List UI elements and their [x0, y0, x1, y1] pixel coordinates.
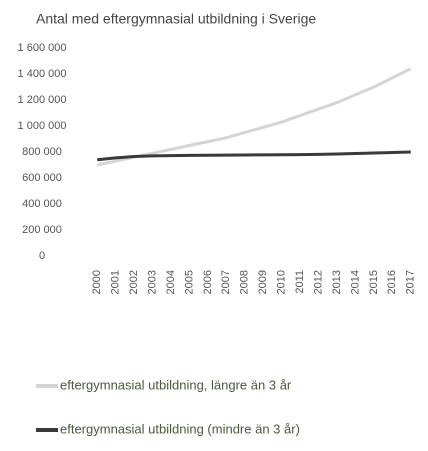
x-tick-label: 2006: [202, 270, 214, 294]
x-tick-label: 2011: [294, 270, 306, 294]
series-line: [96, 67, 412, 167]
x-tick-label: 2004: [165, 270, 177, 294]
x-tick-label: 2003: [146, 270, 158, 294]
legend-label: eftergymnasial utbildning (mindre än 3 å…: [60, 421, 300, 436]
y-tick-label: 800 000: [22, 146, 62, 158]
y-tick-label: 400 000: [22, 198, 62, 210]
x-tick-label: 2009: [257, 270, 269, 294]
x-tick-label: 2012: [312, 270, 324, 294]
y-tick-label: 600 000: [22, 172, 62, 184]
x-tick-label: 2010: [276, 270, 288, 294]
y-tick-label: 1 000 000: [18, 120, 67, 132]
y-tick-label: 200 000: [22, 224, 62, 236]
x-tick-label: 2005: [183, 270, 195, 294]
x-tick-label: 2000: [91, 270, 103, 294]
y-tick-label: 1 200 000: [18, 94, 67, 106]
x-tick-label: 2002: [128, 270, 140, 294]
x-tick-label: 2014: [349, 270, 361, 294]
y-tick-label: 1 400 000: [18, 68, 67, 80]
series-line: [97, 150, 411, 162]
x-tick-label: 2007: [220, 270, 232, 294]
x-tick-label: 2008: [239, 270, 251, 294]
y-tick-label: 0: [39, 250, 45, 262]
x-tick-label: 2001: [110, 270, 122, 294]
chart-title: Antal med eftergymnasial utbildning i Sv…: [36, 11, 316, 27]
x-tick-label: 2017: [405, 270, 417, 294]
x-tick-label: 2016: [386, 270, 398, 294]
x-tick-label: 2015: [368, 270, 380, 294]
x-tick-label: 2013: [331, 270, 343, 294]
y-tick-label: 1 600 000: [18, 42, 67, 54]
legend-label: eftergymnasial utbildning, längre än 3 å…: [60, 377, 292, 392]
